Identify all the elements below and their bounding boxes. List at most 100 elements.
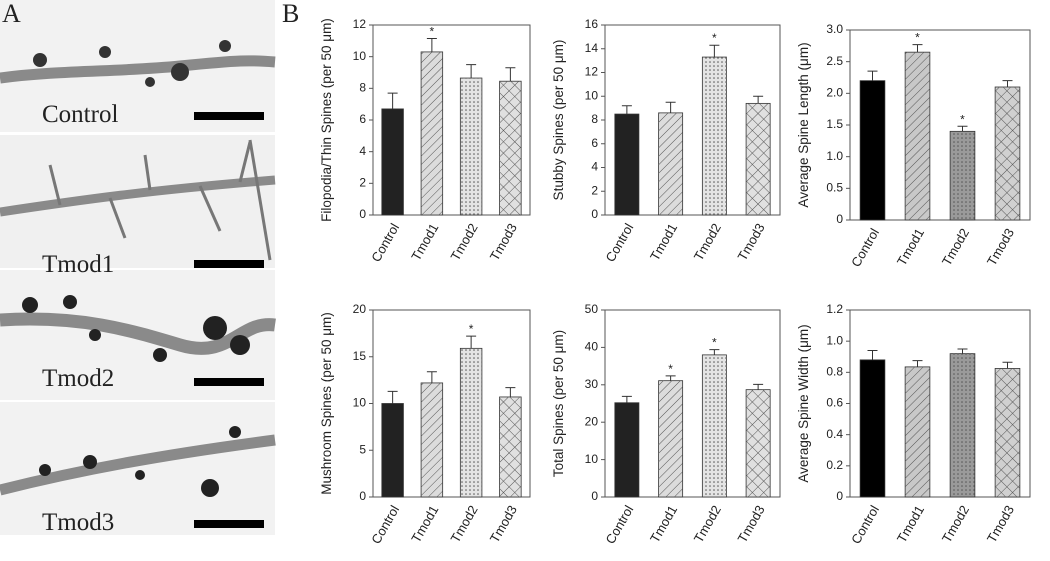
image-label: Control [42,101,118,128]
significance-mark: * [712,336,717,350]
bar [614,113,640,216]
bar-hatch [950,353,975,497]
bar-hatch [421,51,443,215]
bar-hatch [746,103,771,215]
x-tick-label: Tmod3 [487,503,520,546]
x-tick-label: Tmod1 [647,221,680,264]
x-tick-label: Tmod3 [734,503,767,546]
error-bar [957,125,968,132]
error-bar [426,371,437,383]
bar-hatch [421,382,443,497]
y-axis-label: Average Spine Width (μm) [796,324,811,482]
chart: 0 10 20 30 40 50 Total Spines (per 50 μm) Contr… [551,302,781,547]
y-axis-label: Mushroom Spines (per 50 μm) [319,312,334,495]
y-tick-label: 6 [591,136,598,150]
y-tick-label: 2.5 [826,54,843,68]
y-tick-label: 1.0 [826,333,843,347]
x-tick-label: Control [368,221,402,265]
y-tick-label: 0.2 [826,458,843,472]
bar-hatch [905,366,930,497]
error-bar [1002,361,1013,369]
bar-hatch [950,131,975,220]
error-bar [466,64,477,79]
y-axis-label: Total Spines (per 50 μm) [551,330,566,477]
error-bar [709,44,720,58]
x-tick-label: Tmod1 [647,503,680,546]
y-tick-label: 10 [353,396,367,410]
image-label: Tmod1 [42,251,114,278]
image-label: Tmod2 [42,365,114,392]
y-tick-label: 14 [585,41,599,55]
significance-mark: * [430,24,435,38]
y-tick-label: 16 [585,17,599,31]
error-bar [505,67,516,82]
spines [39,426,241,497]
chart: 0 2 4 6 8 10 12 Filopodia/Thin Spines (per 50 μ… [319,17,531,265]
x-tick-label: Tmod2 [691,503,724,546]
bar-hatch [658,112,683,215]
y-tick-label: 10 [353,49,367,63]
scale-bar [194,112,264,120]
scale-bar [194,378,264,386]
spines [22,295,250,362]
significance-mark: * [668,362,673,376]
y-axis-label: Filopodia/Thin Spines (per 50 μm) [319,18,334,222]
y-tick-label: 1.5 [826,117,843,131]
y-tick-label: 1.0 [826,149,843,163]
panel-label: B [282,0,299,28]
significance-mark: * [915,31,920,45]
x-tick-label: Control [848,226,882,270]
y-tick-label: 0.8 [826,365,843,379]
x-tick-label: Control [602,503,636,547]
error-bar [387,390,398,404]
bar [859,359,886,498]
x-tick-label: Tmod1 [408,221,441,264]
error-bar [621,105,632,115]
error-bar [505,387,516,397]
y-tick-label: 40 [585,340,599,354]
bar [381,108,404,216]
chart: 0 5 10 15 20 Mushroom Spines (per 50 μm) Contr… [319,302,531,547]
bar [614,402,640,498]
y-tick-label: 12 [353,17,367,31]
error-bar [753,383,764,390]
spines [48,139,272,261]
y-tick-label: 0.6 [826,396,843,410]
y-tick-label: 0 [591,489,598,503]
error-bar [665,375,676,381]
image-label: Tmod3 [42,509,114,536]
error-bar [665,101,676,113]
x-tick-label: Control [848,503,882,547]
error-bar [957,348,968,354]
panel-label: A [2,0,21,28]
y-tick-label: 0 [836,212,843,226]
significance-mark: * [960,112,965,126]
bar-hatch [460,78,482,216]
y-tick-label: 2 [359,176,366,190]
y-axis-label: Stubby Spines (per 50 μm) [551,40,566,201]
x-tick-label: Tmod2 [447,221,480,264]
error-bar [387,92,398,109]
y-tick-label: 0 [836,489,843,503]
x-tick-label: Tmod2 [691,221,724,264]
y-tick-label: 2.0 [826,86,843,100]
error-bar [867,70,878,81]
x-tick-label: Tmod3 [734,221,767,264]
y-tick-label: 20 [585,414,599,428]
error-bar [709,349,720,355]
x-tick-label: Tmod3 [984,503,1017,546]
x-tick-label: Tmod2 [939,503,972,546]
bar-hatch [658,380,683,497]
y-tick-label: 6 [359,112,366,126]
x-tick-label: Tmod3 [487,221,520,264]
spines [33,40,231,87]
error-bar [1002,80,1013,87]
y-tick-label: 50 [585,302,599,316]
y-tick-label: 15 [353,349,367,363]
y-axis-label: Average Spine Length (μm) [796,42,811,207]
x-tick-label: Tmod1 [894,226,927,269]
error-bar [912,360,923,367]
scale-bar [194,260,264,268]
chart: 0 2 4 6 8 10 12 14 16 Stubby Spines (per 50 μm) Co… [551,17,781,265]
